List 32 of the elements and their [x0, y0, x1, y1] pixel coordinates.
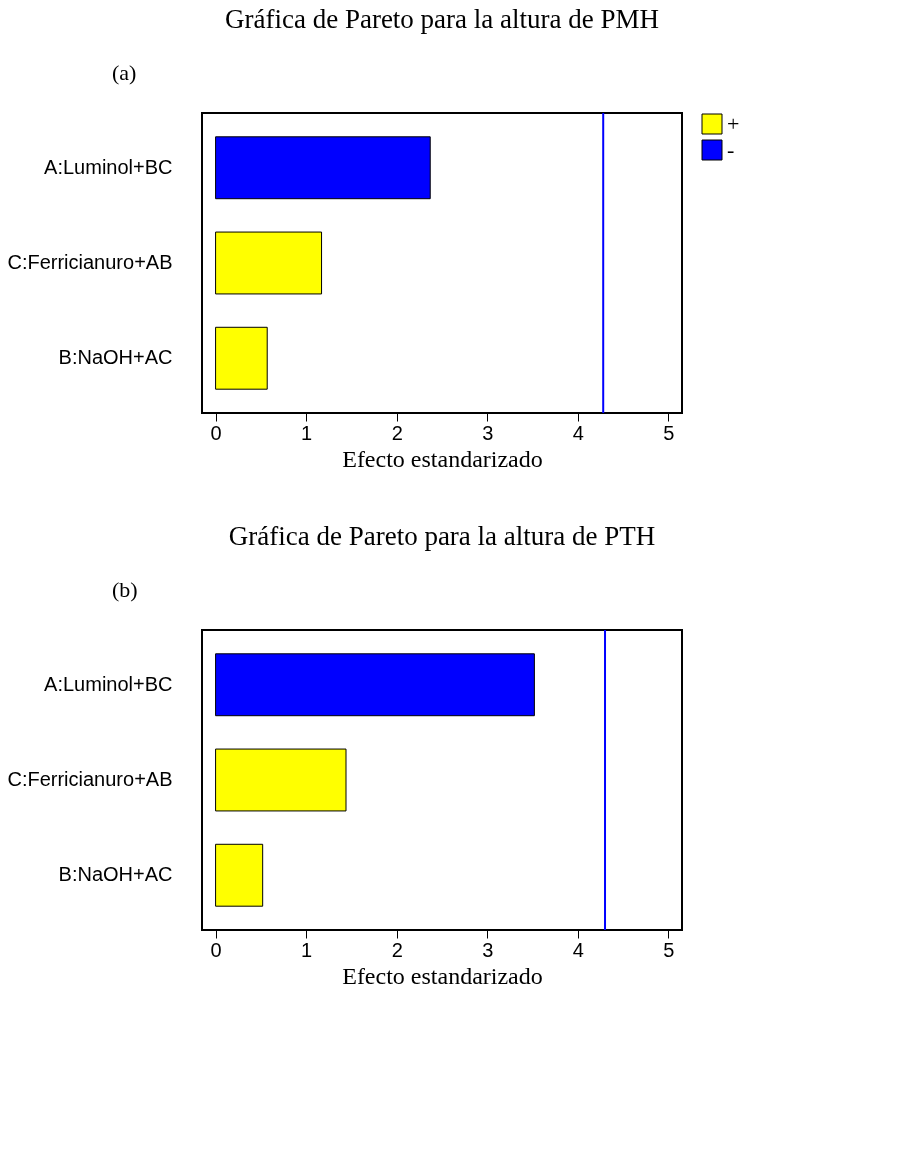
- bar: [215, 326, 268, 390]
- x-axis-title: Efecto estandarizado: [342, 445, 543, 472]
- x-axis-title: Efecto estandarizado: [342, 962, 543, 989]
- y-tick-label: B:NaOH+AC: [58, 863, 173, 886]
- x-tick-label: 1: [301, 421, 313, 444]
- chart-title: Gráfica de Pareto para la altura de PMH: [224, 4, 660, 34]
- x-tick-label: 3: [482, 421, 494, 444]
- text: (a): [112, 60, 137, 85]
- x-tick-label: 4: [572, 421, 584, 444]
- text: (b): [112, 577, 138, 602]
- legend-label: -: [727, 137, 735, 162]
- chart-title: Gráfica de Pareto para la altura de PTH: [228, 521, 656, 551]
- y-tick-label: C:Ferricianuro+AB: [7, 768, 173, 790]
- x-tick-label: 4: [572, 938, 584, 961]
- x-tick-label: 0: [210, 421, 222, 444]
- y-tick-label: B:NaOH+AC: [58, 346, 173, 369]
- y-tick-label: A:Luminol+BC: [44, 155, 173, 178]
- bar: [215, 748, 347, 812]
- x-tick-label: 0: [210, 938, 222, 961]
- bar: [215, 843, 264, 907]
- x-tick-label: 1: [301, 938, 313, 961]
- legend-label: +: [727, 111, 740, 136]
- y-tick-label: A:Luminol+BC: [44, 672, 173, 695]
- x-tick-label: 5: [663, 938, 675, 961]
- x-tick-label: 3: [482, 938, 494, 961]
- bar: [215, 653, 535, 717]
- bar: [215, 231, 323, 295]
- x-tick-label: 2: [391, 421, 403, 444]
- bar: [215, 136, 431, 200]
- x-tick-label: 5: [663, 421, 675, 444]
- y-tick-label: C:Ferricianuro+AB: [7, 251, 173, 273]
- x-tick-label: 2: [391, 938, 403, 961]
